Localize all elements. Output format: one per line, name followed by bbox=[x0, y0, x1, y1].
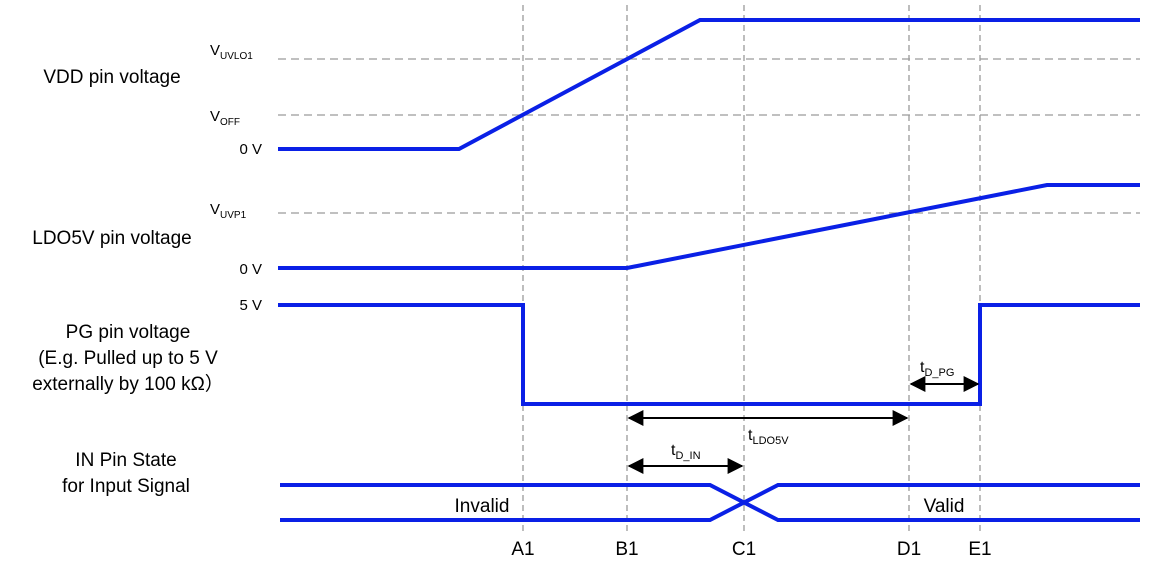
vuvp1-level-label: VUVP1 bbox=[210, 201, 247, 221]
pg-five-label: 5 V bbox=[239, 297, 262, 314]
in-label-line1: IN Pin State bbox=[75, 450, 176, 471]
state-valid-text: Valid bbox=[924, 496, 965, 517]
t-d-pg-label: tD_PG bbox=[920, 359, 954, 379]
mark-c1: C1 bbox=[732, 539, 756, 560]
mark-d1: D1 bbox=[897, 539, 921, 560]
pg-waveform bbox=[278, 303, 1140, 406]
state-invalid-text: Invalid bbox=[455, 496, 510, 517]
ldo5v-zero-label: 0 V bbox=[239, 261, 262, 278]
vdd-zero-label: 0 V bbox=[239, 141, 262, 158]
pg-label-line2: (E.g. Pulled up to 5 V bbox=[38, 348, 218, 369]
ldo5v-label: LDO5V pin voltage bbox=[32, 228, 192, 249]
mark-e1: E1 bbox=[968, 539, 991, 560]
pg-label-line3: externally by 100 kΩ） bbox=[32, 373, 224, 395]
in-state-lower-line bbox=[280, 483, 1140, 522]
ldo5v-waveform bbox=[278, 183, 1140, 270]
mark-b1: B1 bbox=[615, 539, 638, 560]
vdd-waveform bbox=[278, 18, 1140, 151]
voff-level-label: VOFF bbox=[210, 108, 240, 128]
mark-a1: A1 bbox=[511, 539, 534, 560]
vdd-label: VDD pin voltage bbox=[43, 67, 180, 88]
t-d-in-label: tD_IN bbox=[671, 442, 701, 462]
vuvlo1-level-label: VUVLO1 bbox=[210, 42, 253, 62]
pg-label-line1: PG pin voltage bbox=[66, 322, 191, 343]
t-ldo5v-label: tLDO5V bbox=[748, 427, 789, 447]
in-state-upper-line bbox=[280, 483, 1140, 522]
in-label-line2: for Input Signal bbox=[62, 476, 190, 497]
